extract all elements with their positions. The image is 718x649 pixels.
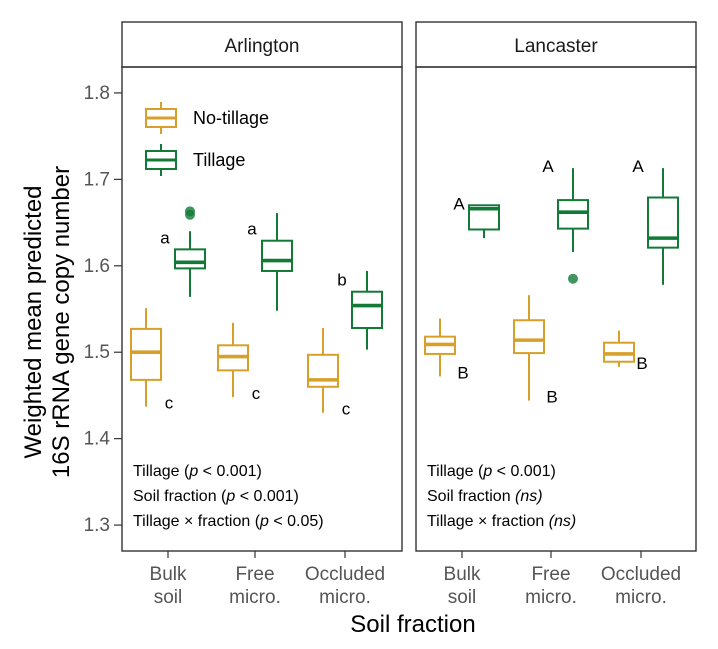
significance-letter: c — [342, 400, 351, 419]
stat-prefix: Tillage ( — [427, 463, 484, 480]
x-tick-label: micro. — [615, 587, 667, 608]
y-tick-label: 1.3 — [84, 515, 110, 536]
significance-letter: b — [337, 271, 346, 290]
panel-border — [121, 66, 403, 552]
box-tillage-1: a — [247, 213, 293, 311]
box-iqr — [307, 353, 339, 388]
stat-suffix: < 0.001) — [235, 488, 299, 505]
panel-title: Lancaster — [514, 36, 598, 57]
y-tick-label: 1.5 — [84, 342, 110, 363]
box-tillage-1: A — [542, 157, 589, 284]
significance-letter: B — [546, 388, 557, 407]
box-iqr — [513, 319, 545, 355]
stat-prefix: Tillage × fraction ( — [133, 513, 261, 530]
y-tick-label: 1.8 — [84, 83, 110, 104]
x-tick-label: Bulk — [150, 564, 187, 585]
legend-label: Tillage — [193, 150, 245, 170]
box-tillage-2: A — [632, 157, 679, 285]
box-iqr — [174, 248, 206, 270]
box-no-tillage-0: c — [130, 308, 174, 413]
legend-item-tillage: Tillage — [145, 144, 245, 176]
x-tick-label: Free — [235, 564, 274, 585]
stat-line: Tillage × fraction (ns) — [427, 513, 576, 530]
significance-letter: B — [636, 354, 647, 373]
stat-line: Tillage (p < 0.001) — [133, 463, 262, 480]
stat-prefix: Tillage × fraction — [427, 513, 549, 530]
stat-italic: p — [188, 463, 198, 480]
box-iqr — [351, 290, 383, 330]
box-no-tillage-2: c — [307, 328, 351, 419]
box-tillage-0: a — [160, 206, 206, 297]
box-tillage-0: A — [453, 194, 500, 239]
y-axis-title-line1: Weighted mean predicted — [20, 185, 47, 458]
significance-letter: A — [453, 194, 465, 213]
x-tick-label: micro. — [229, 587, 281, 608]
significance-letter: A — [542, 157, 554, 176]
outlier-point — [185, 209, 195, 220]
box-iqr — [557, 199, 589, 230]
x-tick-label: micro. — [525, 587, 577, 608]
stat-line: Soil fraction (p < 0.001) — [133, 488, 299, 505]
stat-prefix: Soil fraction — [427, 488, 515, 505]
legend-label: No-tillage — [193, 108, 269, 128]
significance-letter: a — [160, 228, 170, 247]
stat-italic: (ns) — [549, 513, 577, 530]
significance-letter: A — [632, 157, 644, 176]
stat-italic: p — [482, 463, 492, 480]
panel-arlington: ArlingtonBulksoilFreemicro.Occludedmicro… — [121, 21, 403, 608]
stat-prefix: Soil fraction ( — [133, 488, 227, 505]
legend: No-tillage Tillage — [145, 102, 269, 176]
stat-line: Tillage × fraction (p < 0.05) — [133, 513, 324, 530]
y-axis-title: Weighted mean predicted 16S rRNA gene co… — [20, 166, 75, 478]
stat-italic: (ns) — [515, 488, 543, 505]
x-axis-title: Soil fraction — [350, 611, 475, 638]
x-tick-label: Bulk — [444, 564, 481, 585]
panel-lancaster: LancasterBulksoilFreemicro.Occludedmicro… — [415, 21, 697, 608]
box-iqr — [130, 327, 162, 381]
stat-prefix: Tillage ( — [133, 463, 190, 480]
y-axis-ticks: 1.3 1.4 1.5 1.6 1.7 1.8 — [84, 83, 122, 536]
x-tick-label: Occluded — [305, 564, 385, 585]
box-tillage-2: b — [337, 271, 383, 350]
legend-item-no-tillage: No-tillage — [145, 102, 269, 134]
significance-letter: c — [252, 384, 261, 403]
panels: ArlingtonBulksoilFreemicro.Occludedmicro… — [121, 21, 697, 608]
panel-strip — [415, 21, 697, 68]
significance-letter: c — [165, 394, 174, 413]
outlier-point — [568, 273, 578, 284]
stat-line: Soil fraction (ns) — [427, 488, 543, 505]
significance-letter: a — [247, 220, 257, 239]
x-tick-label: micro. — [319, 587, 371, 608]
stat-suffix: < 0.05) — [269, 513, 324, 530]
panel-title: Arlington — [225, 36, 300, 57]
y-tick-label: 1.7 — [84, 169, 110, 190]
y-tick-label: 1.6 — [84, 256, 110, 277]
panel-border — [415, 66, 697, 552]
x-tick-label: Occluded — [601, 564, 681, 585]
x-tick-label: soil — [154, 587, 183, 608]
stat-suffix: < 0.001) — [198, 463, 262, 480]
x-tick-label: Free — [531, 564, 570, 585]
box-no-tillage-0: B — [424, 318, 469, 382]
y-tick-label: 1.4 — [84, 429, 111, 450]
stat-line: Tillage (p < 0.001) — [427, 463, 556, 480]
stat-suffix: < 0.001) — [492, 463, 556, 480]
significance-letter: B — [457, 363, 468, 382]
box-iqr — [261, 239, 293, 272]
box-no-tillage-2: B — [603, 330, 648, 373]
stat-italic: p — [259, 513, 269, 530]
x-tick-label: soil — [448, 587, 477, 608]
y-axis-title-line2: 16S rRNA gene copy number — [48, 166, 75, 478]
box-no-tillage-1: c — [217, 322, 261, 403]
box-no-tillage-1: B — [513, 295, 558, 407]
box-iqr — [647, 196, 679, 249]
stat-italic: p — [225, 488, 235, 505]
